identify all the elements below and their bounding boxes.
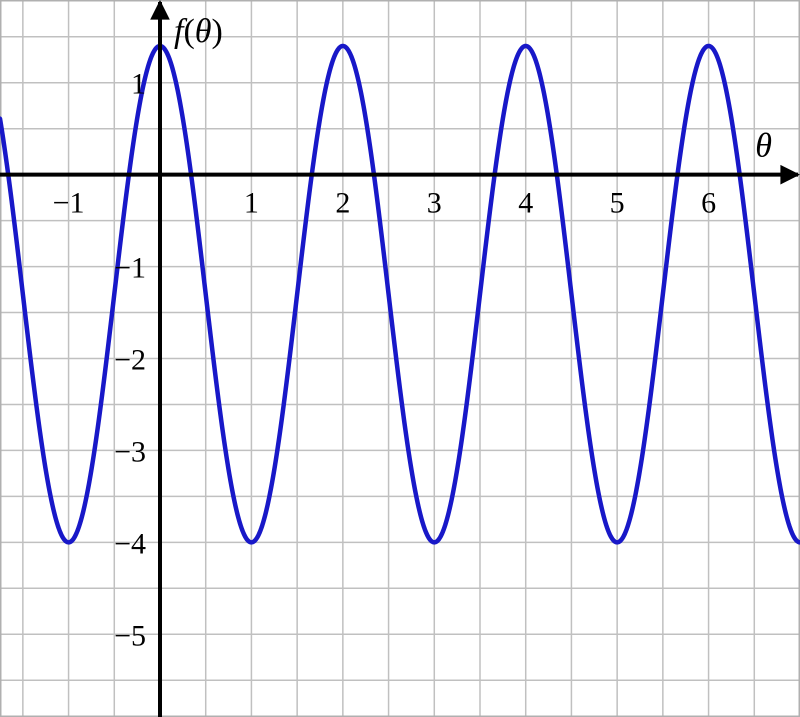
y-tick-label: −1 — [114, 252, 146, 285]
y-tick-label: 1 — [131, 68, 146, 101]
y-tick-label: −5 — [114, 619, 146, 652]
sinusoidal-chart: −1 1 2 3 4 5 6 1 −1 −2 −3 −4 −5 θ f(θ) — [0, 0, 800, 717]
y-axis-label: f(θ) — [174, 13, 223, 50]
x-tick-label: −1 — [53, 187, 85, 220]
y-tick-label: −4 — [114, 527, 146, 560]
x-tick-label: 1 — [244, 187, 259, 220]
y-tick-label: −3 — [114, 435, 146, 468]
y-tick-label: −2 — [114, 344, 146, 377]
chart-container: −1 1 2 3 4 5 6 1 −1 −2 −3 −4 −5 θ f(θ) — [0, 0, 800, 717]
x-axis-label: θ — [755, 128, 772, 165]
x-tick-label: 6 — [701, 187, 716, 220]
x-tick-label: 4 — [518, 187, 533, 220]
x-tick-label: 2 — [335, 187, 350, 220]
x-tick-label: 3 — [427, 187, 442, 220]
x-tick-label: 5 — [610, 187, 625, 220]
